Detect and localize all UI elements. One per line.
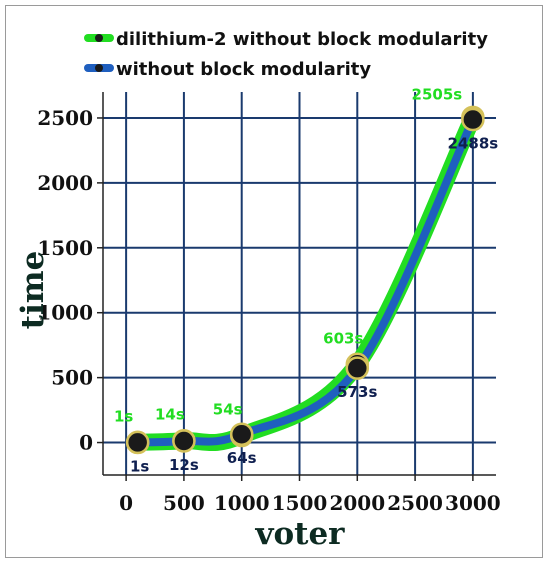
data-label-s1-0: 1s — [130, 457, 149, 475]
data-markers — [125, 105, 485, 455]
y-axis-title: time — [15, 251, 51, 330]
x-tick-label-4: 2000 — [329, 491, 385, 515]
series-lines — [129, 108, 482, 451]
legend-marker-0 — [95, 34, 103, 42]
data-label-s0-2: 54s — [213, 401, 243, 419]
y-tick-label-0: 0 — [79, 431, 93, 455]
tick-labels: 0 500 1000 1500 2000 2500 30000500100015002000… — [37, 106, 500, 515]
series-line-0 — [129, 108, 482, 451]
data-point-s1-4 — [461, 107, 485, 132]
x-tick-label-3: 1500 — [272, 491, 328, 515]
y-tick-label-3: 1500 — [37, 236, 93, 260]
x-tick-label-2: 1000 — [214, 491, 270, 515]
data-label-s0-0: 1s — [114, 407, 133, 425]
y-tick-label-5: 2500 — [37, 106, 93, 130]
y-tick-label-4: 2000 — [37, 171, 93, 195]
x-tick-label-1: 500 — [163, 491, 205, 515]
data-point-s1-0 — [125, 430, 150, 455]
axes — [97, 92, 496, 481]
x-axis-title: voter — [254, 516, 345, 552]
data-point-s1-3 — [345, 356, 370, 380]
data-labels: 1s 14s 54s 603s 2505s 1s 12s 64s 573s 2488s — [114, 85, 498, 475]
series-line-1 — [133, 115, 477, 447]
legend-item-1: without block modularity — [84, 59, 371, 80]
data-label-s1-2: 64s — [227, 449, 257, 467]
x-tick-label-0: 0 — [119, 491, 133, 515]
data-point-s1-1 — [172, 429, 196, 453]
data-label-s1-4: 2488s — [448, 135, 499, 153]
x-tick-label-6: 3000 — [445, 491, 501, 515]
data-label-s0-1: 14s — [155, 406, 185, 424]
legend: dilithium-2 without block modularity wit… — [84, 29, 488, 80]
chart-frame — [5, 5, 543, 558]
y-tick-label-1: 500 — [51, 366, 93, 390]
data-label-s1-1: 12s — [169, 456, 199, 474]
data-label-s0-3: 603s — [323, 329, 363, 347]
y-tick-label-2: 1000 — [37, 301, 93, 325]
legend-label-1: without block modularity — [116, 59, 371, 80]
data-point-s1-2 — [229, 422, 254, 446]
data-label-s0-4: 2505s — [412, 85, 463, 103]
legend-item-0: dilithium-2 without block modularity — [84, 29, 488, 50]
legend-label-0: dilithium-2 without block modularity — [116, 29, 488, 50]
x-tick-label-5: 2500 — [387, 491, 443, 515]
legend-marker-1 — [95, 64, 103, 72]
data-label-s1-3: 573s — [337, 383, 377, 401]
